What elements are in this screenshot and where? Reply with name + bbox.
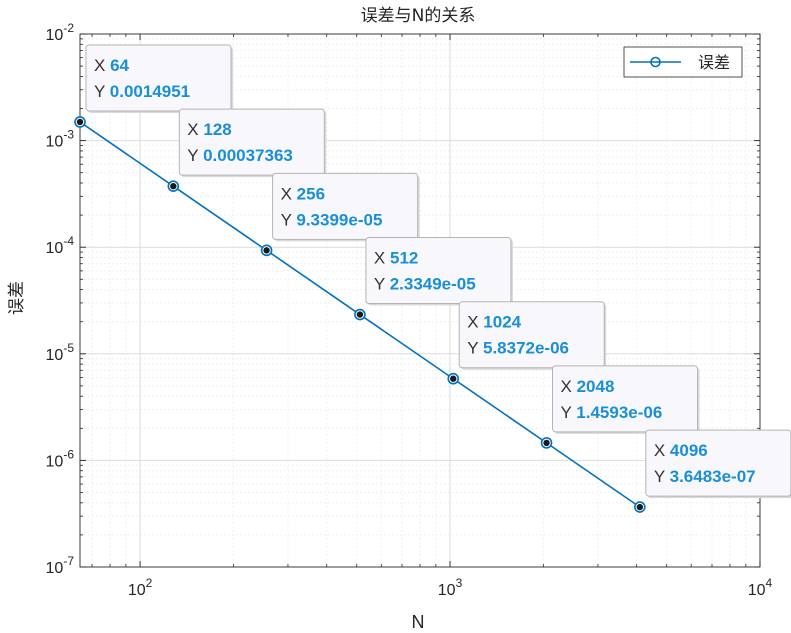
x-tick-label: 103 bbox=[438, 576, 463, 599]
datatip-box bbox=[272, 172, 419, 240]
datatip-anchor-dot bbox=[543, 439, 550, 447]
datatip-box bbox=[178, 108, 325, 176]
datatip-y-row: Y 2.3349e-05 bbox=[374, 275, 476, 294]
datatip: X 2048 Y 1.4593e-06 bbox=[552, 365, 700, 434]
datatip-anchor-dot bbox=[636, 503, 644, 511]
datatip: X 256 Y 9.3399e-05 bbox=[272, 172, 420, 242]
datatip-y-row: Y 0.0014951 bbox=[94, 82, 190, 101]
y-tick-labels: 10-2 10-3 10-4 10-5 10-6 10-7 bbox=[46, 21, 75, 577]
datatip-anchor-dot bbox=[263, 247, 270, 254]
datatip-x-row: X 2048 bbox=[561, 377, 615, 396]
datatip-box bbox=[458, 301, 605, 369]
y-tick-label: 10-6 bbox=[46, 447, 75, 470]
datatip-x-row: X 1024 bbox=[467, 313, 521, 332]
datatip-anchor-dot bbox=[76, 118, 84, 126]
datatip-y-row: Y 9.3399e-05 bbox=[281, 210, 383, 229]
datatip: X 64 Y 0.0014951 bbox=[85, 44, 233, 113]
datatip-x-row: X 512 bbox=[374, 249, 418, 268]
datatip-box bbox=[85, 44, 232, 112]
datatip-y-row: Y 5.8372e-06 bbox=[467, 339, 569, 358]
x-axis-label: N bbox=[412, 612, 425, 632]
x-tick-labels: 102 103 104 bbox=[128, 576, 773, 599]
datatip-anchor-dot bbox=[450, 375, 457, 382]
x-tick-label: 104 bbox=[748, 576, 773, 599]
datatip-x-row: X 128 bbox=[187, 120, 231, 139]
datatip: X 128 Y 0.00037363 bbox=[178, 108, 327, 178]
y-tick-label: 10-3 bbox=[46, 128, 75, 151]
axes-frame bbox=[79, 33, 761, 568]
datatip-box bbox=[365, 237, 512, 305]
series-layer bbox=[74, 116, 646, 513]
y-tick-label: 10-5 bbox=[46, 341, 75, 364]
datatip: X 1024 Y 5.8372e-06 bbox=[458, 301, 607, 370]
legend: 误差 bbox=[623, 46, 743, 78]
datatip-y-row: Y 1.4593e-06 bbox=[561, 403, 663, 422]
datatip-x-row: X 64 bbox=[94, 56, 130, 75]
chart-title: 误差与N的关系 bbox=[361, 6, 476, 26]
legend-marker bbox=[650, 56, 661, 68]
datatip-anchor-dot bbox=[170, 182, 177, 190]
datatip-y-row: Y 0.00037363 bbox=[187, 146, 293, 165]
datatip-x-row: X 4096 bbox=[654, 441, 708, 460]
datatip-y-row: Y 3.6483e-07 bbox=[654, 467, 756, 486]
y-tick-label: 10-4 bbox=[46, 234, 75, 257]
y-axis-label: 误差 bbox=[7, 281, 27, 315]
y-tick-label: 10-7 bbox=[46, 554, 75, 577]
datatip-anchor-dot bbox=[356, 311, 364, 318]
datatip-box bbox=[552, 365, 699, 433]
datatip: X 512 Y 2.3349e-05 bbox=[365, 237, 513, 306]
legend-label: 误差 bbox=[698, 53, 730, 72]
datatip: X 4096 Y 3.6483e-07 bbox=[645, 429, 791, 499]
datatip-box bbox=[645, 429, 791, 497]
y-tick-label: 10-2 bbox=[46, 21, 75, 44]
datatip-x-row: X 256 bbox=[281, 184, 325, 203]
datatips-layer: X 64 Y 0.0014951 X 128 Y 0.00037363 X 256 Y 9… bbox=[85, 44, 791, 499]
x-tick-label: 102 bbox=[128, 576, 153, 599]
